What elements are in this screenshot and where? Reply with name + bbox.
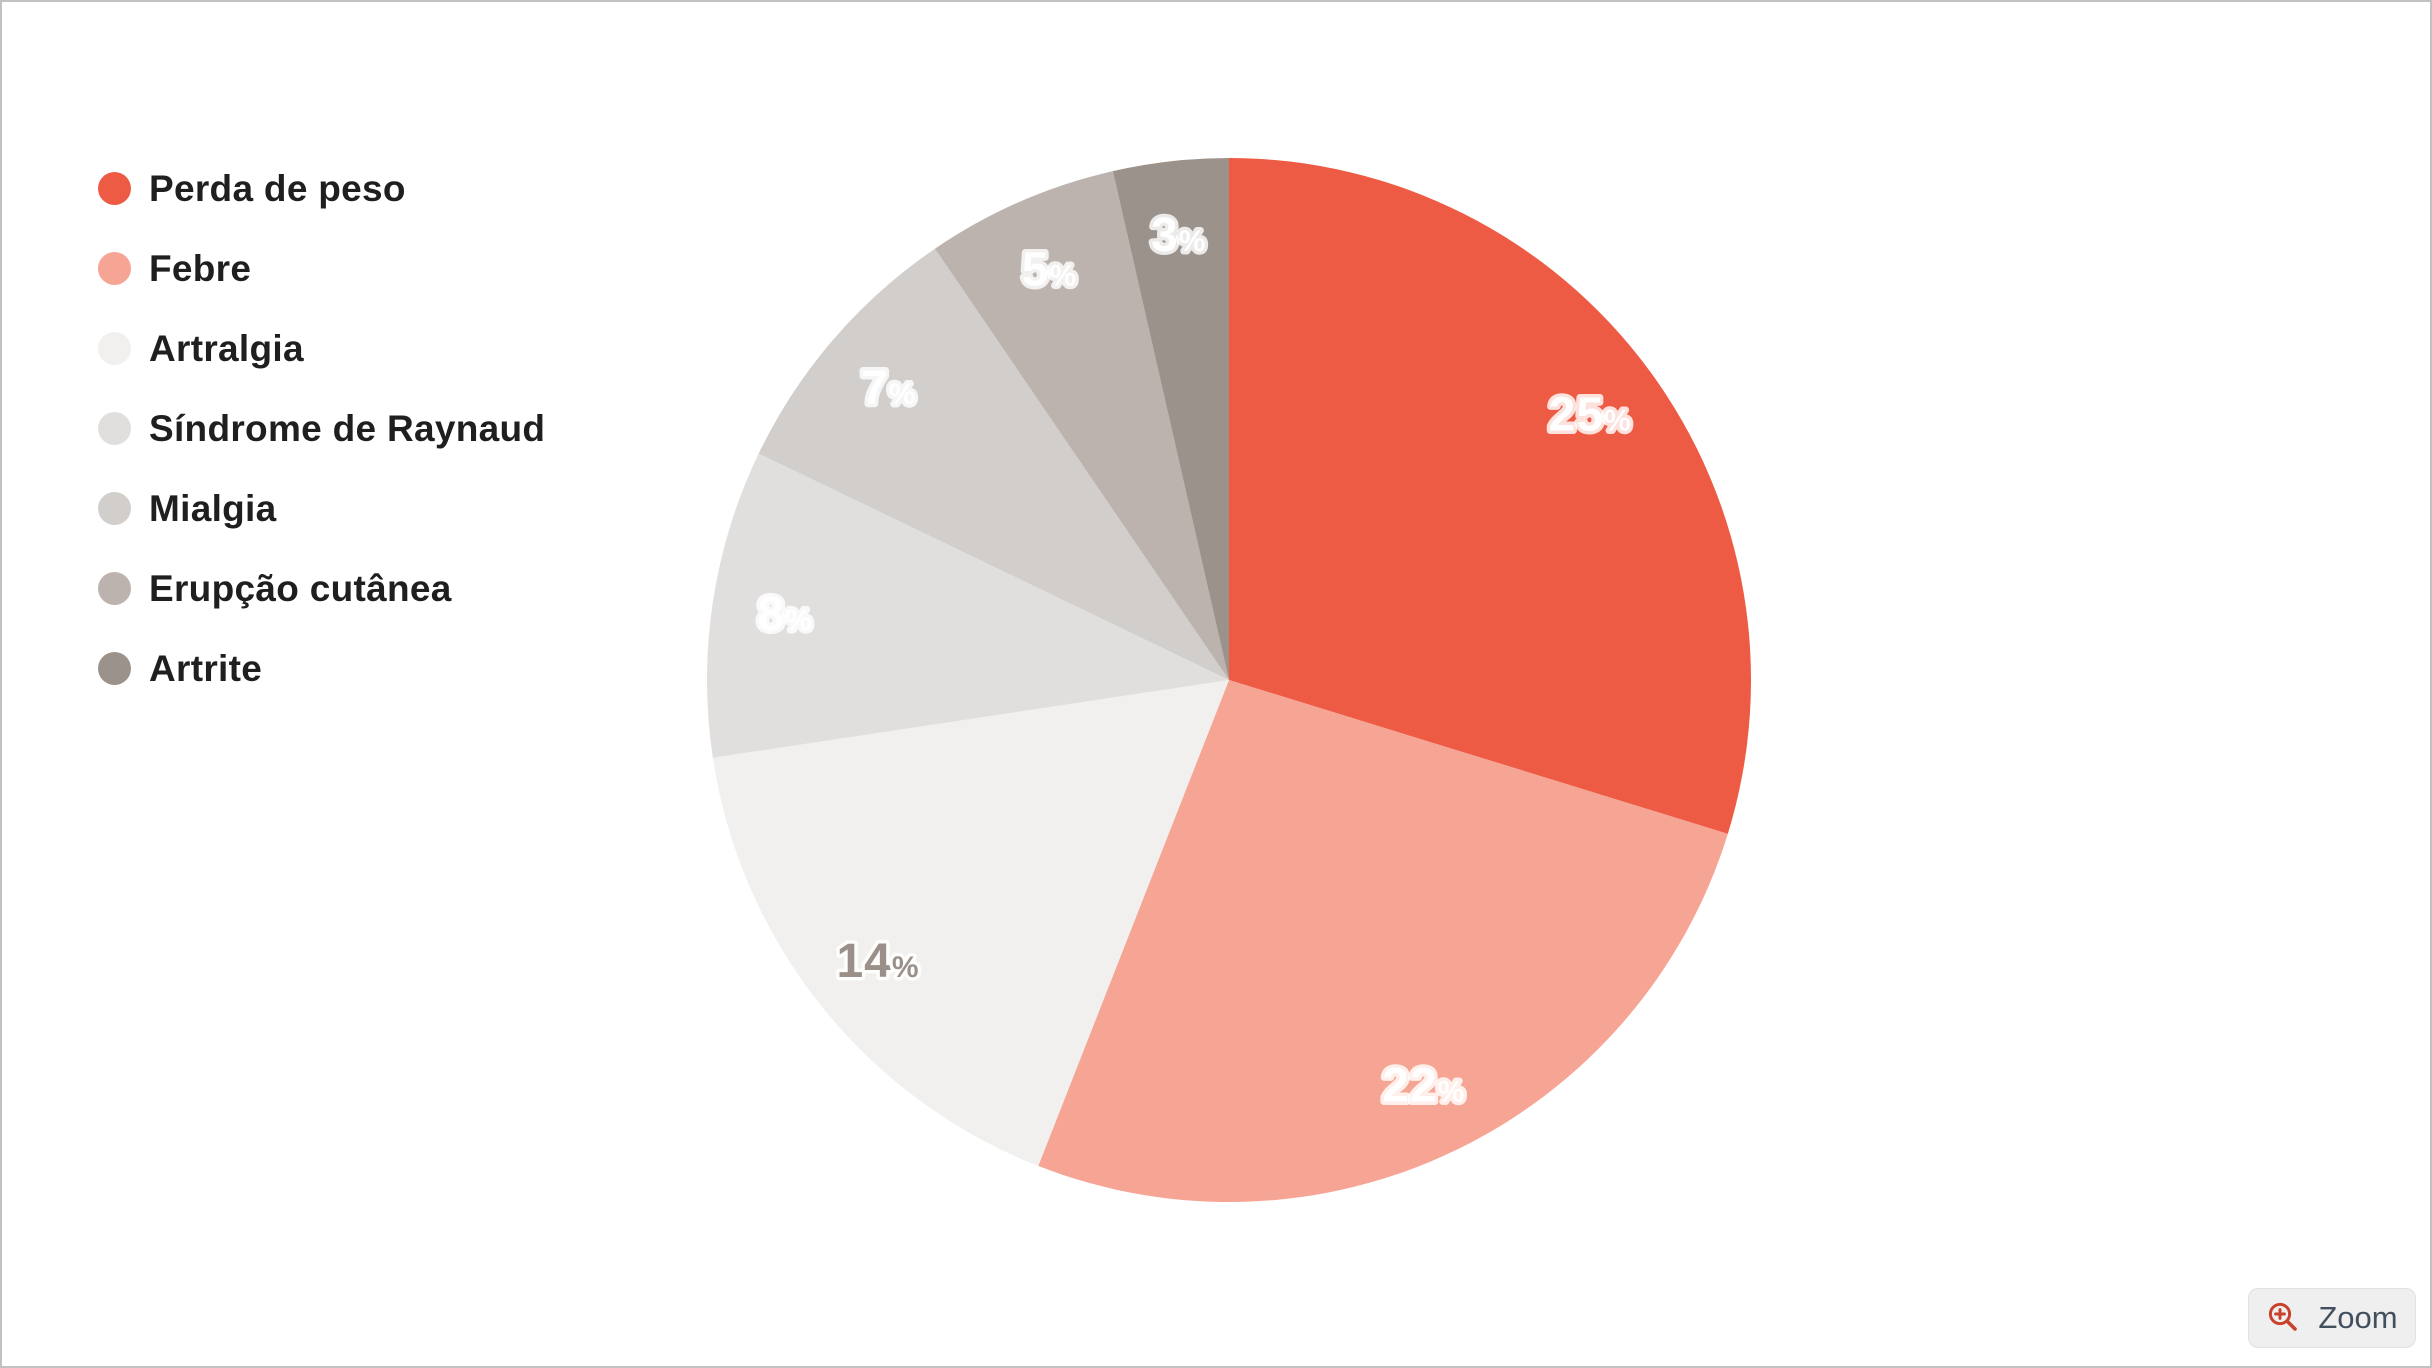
- legend-item: Perda de peso: [98, 168, 545, 209]
- legend-color-dot-icon: [98, 412, 131, 445]
- legend-item: Mialgia: [98, 488, 545, 529]
- legend-item-label: Perda de peso: [149, 167, 406, 209]
- legend-item-label: Mialgia: [149, 487, 277, 529]
- pie-slice: [1229, 158, 1752, 834]
- legend-color-dot-icon: [98, 492, 131, 525]
- pie-slice: [758, 248, 1229, 680]
- legend-color-dot-icon: [98, 572, 131, 605]
- pie-slice: [934, 171, 1229, 680]
- pie-slice-label: 25%: [1549, 388, 1632, 441]
- pie-slice: [1038, 680, 1728, 1203]
- pie-slice: [712, 680, 1229, 1166]
- pie-chart: 25% 22% 14% 8% 7% 5% 3%: [706, 158, 1752, 1203]
- pie-slice-label: 14%: [836, 935, 919, 988]
- legend-item: Artralgia: [98, 328, 545, 369]
- pie-slice-label: 22%: [1382, 1060, 1465, 1113]
- legend-item-label: Artralgia: [149, 327, 304, 369]
- legend-item: Febre: [98, 248, 545, 289]
- legend-item: Artrite: [98, 648, 545, 689]
- legend-item-label: Erupção cutânea: [149, 567, 452, 609]
- legend-item-label: Febre: [149, 247, 252, 289]
- legend-item-label: Artrite: [149, 647, 263, 689]
- legend-item-label: Síndrome de Raynaud: [149, 407, 546, 449]
- zoom-button-label: Zoom: [2318, 1300, 2398, 1335]
- pie-slice-label: 5%: [1022, 244, 1077, 297]
- pie-slice: [706, 453, 1229, 758]
- pie-slice: [1112, 158, 1229, 680]
- zoom-button[interactable]: Zoom: [2248, 1288, 2416, 1348]
- pie-slice-label: 3%: [1151, 209, 1206, 262]
- magnifier-plus-icon: [2269, 1302, 2298, 1331]
- legend-item: Erupção cutânea: [98, 568, 545, 609]
- legend-color-dot-icon: [98, 652, 131, 685]
- legend-color-dot-icon: [98, 252, 131, 285]
- legend-color-dot-icon: [98, 172, 131, 205]
- pie-slice-label: 8%: [757, 588, 812, 641]
- legend-color-dot-icon: [98, 332, 131, 365]
- legend-item: Síndrome de Raynaud: [98, 408, 545, 449]
- pie-slice-label: 7%: [861, 362, 916, 415]
- chart-legend: Perda de peso Febre Artralgia Síndrome d…: [98, 168, 545, 689]
